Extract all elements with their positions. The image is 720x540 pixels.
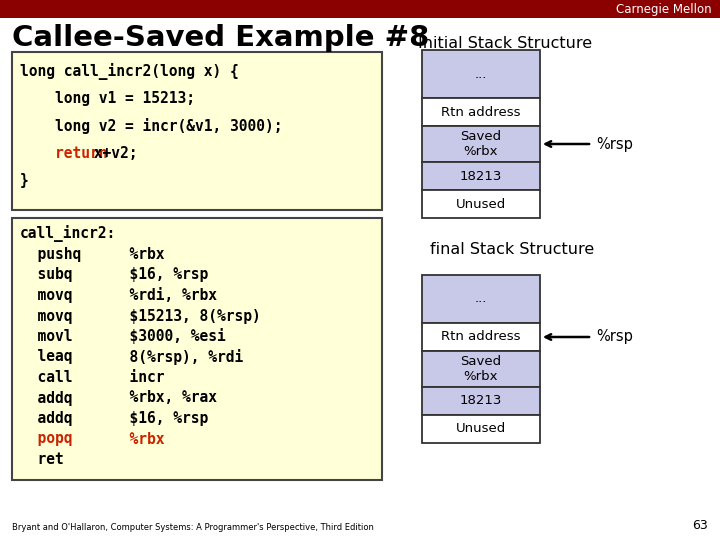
Bar	[422, 275, 540, 323]
Text: addq: addq	[20, 390, 73, 406]
Text: %rbx: %rbx	[112, 247, 164, 262]
Text: pushq: pushq	[20, 247, 81, 262]
Text: $15213, 8(%rsp): $15213, 8(%rsp)	[112, 308, 261, 323]
Text: Carnegie Mellon: Carnegie Mellon	[616, 3, 712, 16]
Bar	[422, 323, 540, 351]
Text: Rtn address: Rtn address	[441, 105, 521, 118]
Text: Unused: Unused	[456, 422, 506, 435]
Text: $16, %rsp: $16, %rsp	[112, 267, 208, 282]
Text: return: return	[20, 145, 107, 160]
Text: Bryant and O'Hallaron, Computer Systems: A Programmer's Perspective, Third Editi: Bryant and O'Hallaron, Computer Systems:…	[12, 523, 374, 532]
Text: Initial Stack Structure: Initial Stack Structure	[418, 36, 592, 51]
Text: Rtn address: Rtn address	[441, 330, 521, 343]
Text: ...: ...	[474, 293, 487, 306]
Text: movq: movq	[20, 288, 73, 303]
Text: incr: incr	[112, 370, 164, 385]
Text: x+v2;: x+v2;	[85, 145, 138, 160]
Text: }: }	[20, 172, 29, 187]
Text: long v1 = 15213;: long v1 = 15213;	[20, 91, 195, 106]
Text: ret: ret	[20, 452, 64, 467]
Text: $3000, %esi: $3000, %esi	[112, 328, 226, 345]
Text: movq: movq	[20, 308, 73, 323]
Text: Callee-Saved Example #8: Callee-Saved Example #8	[12, 24, 429, 52]
Text: 18213: 18213	[460, 395, 502, 408]
Text: long v2 = incr(&v1, 3000);: long v2 = incr(&v1, 3000);	[20, 118, 282, 134]
Text: final Stack Structure: final Stack Structure	[430, 242, 594, 258]
Bar	[422, 351, 540, 387]
Text: ...: ...	[474, 68, 487, 80]
Text: subq: subq	[20, 267, 73, 282]
Text: call: call	[20, 370, 73, 385]
Bar	[12, 218, 382, 480]
Text: Unused: Unused	[456, 198, 506, 211]
Text: leaq: leaq	[20, 349, 73, 364]
Bar	[0, 0, 720, 18]
Text: %rsp: %rsp	[596, 137, 633, 152]
Text: %rsp: %rsp	[596, 329, 633, 345]
Bar	[422, 126, 540, 162]
Text: 8(%rsp), %rdi: 8(%rsp), %rdi	[112, 349, 243, 365]
Text: 18213: 18213	[460, 170, 502, 183]
Bar	[422, 387, 540, 415]
Bar	[422, 98, 540, 126]
Text: Saved
%rbx: Saved %rbx	[460, 130, 502, 158]
Text: movl: movl	[20, 329, 73, 344]
Text: long call_incr2(long x) {: long call_incr2(long x) {	[20, 64, 239, 80]
Bar	[422, 415, 540, 443]
Text: %rbx: %rbx	[112, 431, 164, 447]
Text: $16, %rsp: $16, %rsp	[112, 411, 208, 426]
Text: addq: addq	[20, 411, 73, 426]
Bar	[422, 50, 540, 98]
Text: %rbx, %rax: %rbx, %rax	[112, 390, 217, 406]
Bar	[12, 52, 382, 210]
Text: call_incr2:: call_incr2:	[20, 226, 116, 242]
Text: popq: popq	[20, 431, 73, 447]
Text: %rdi, %rbx: %rdi, %rbx	[112, 288, 217, 303]
Bar	[422, 190, 540, 218]
Text: 63: 63	[692, 519, 708, 532]
Text: Saved
%rbx: Saved %rbx	[460, 355, 502, 383]
Bar	[422, 162, 540, 190]
